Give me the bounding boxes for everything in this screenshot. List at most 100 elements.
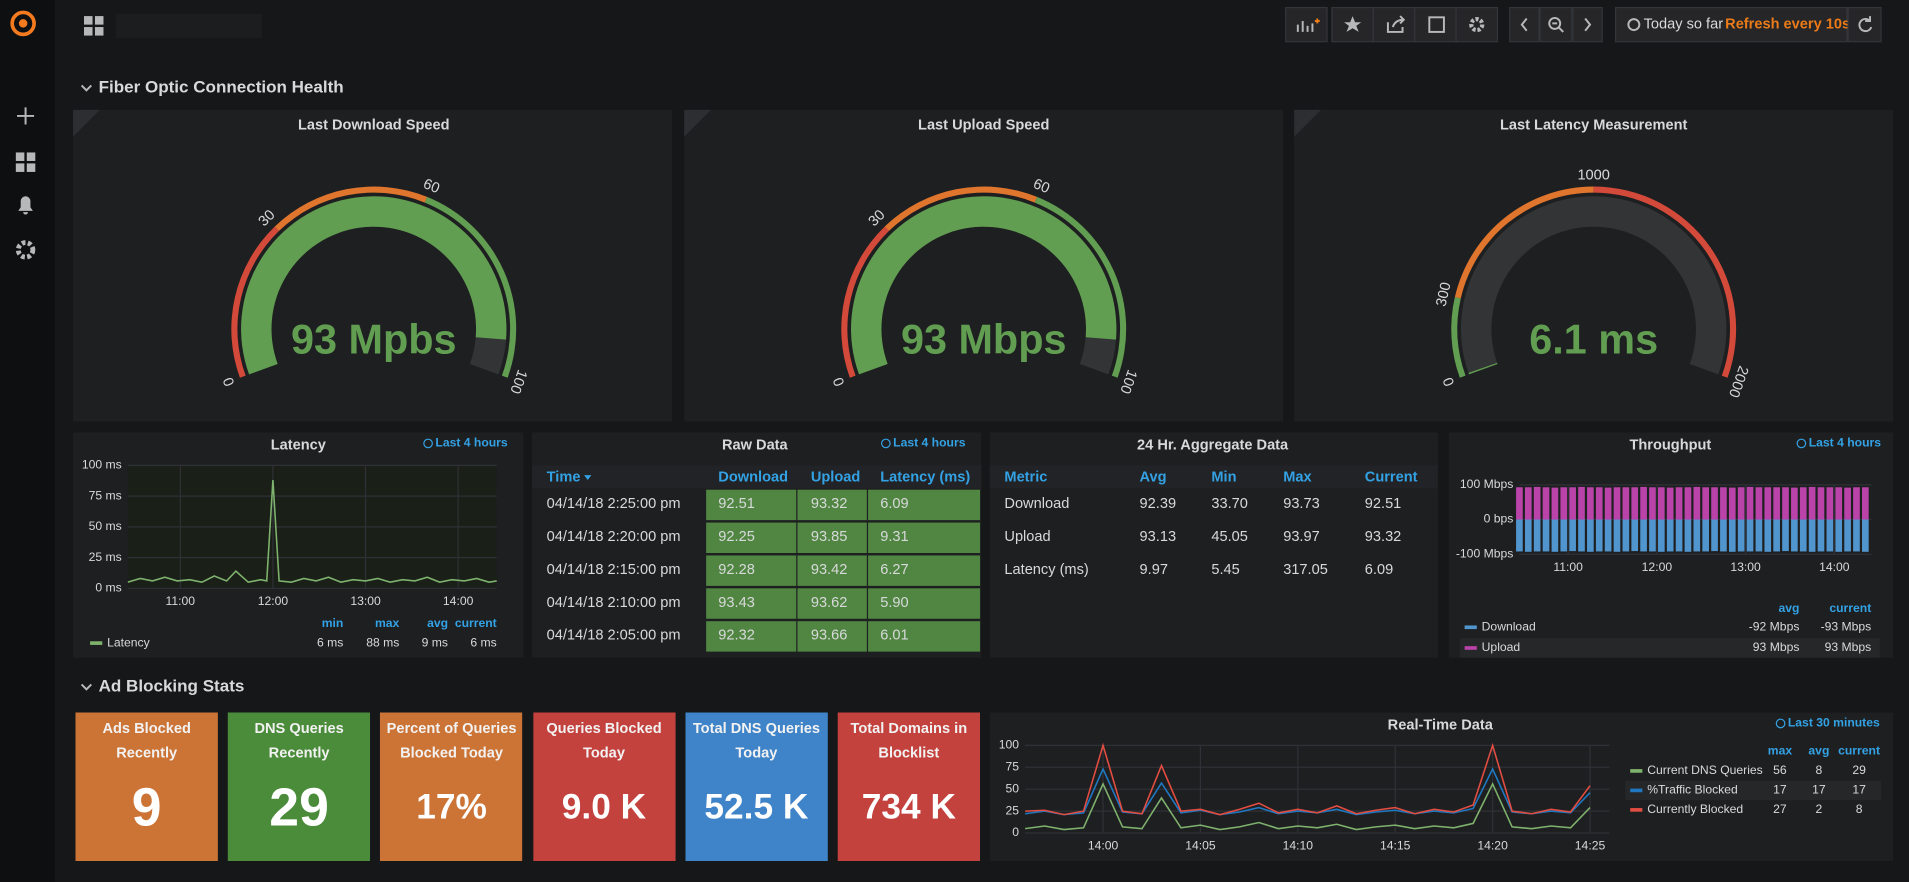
row-collapse-icon[interactable] — [80, 683, 92, 691]
column-header[interactable]: Max — [1283, 469, 1312, 485]
bar — [1835, 487, 1843, 520]
grid-icon[interactable] — [15, 163, 25, 172]
table-cell-text: 92.32 — [718, 628, 755, 644]
panel-title: Last Download Speed — [298, 118, 450, 134]
bar — [1799, 519, 1807, 552]
dashboard-title-box[interactable] — [115, 13, 262, 39]
zoom-out-button[interactable] — [1539, 6, 1573, 43]
settings-button[interactable] — [1455, 6, 1499, 43]
bar — [1516, 519, 1523, 552]
sidebar-alerts[interactable] — [18, 196, 33, 215]
series-line — [127, 480, 497, 584]
legend-swatch — [1630, 788, 1643, 793]
panel-info-corner[interactable] — [684, 109, 712, 137]
add-panel-icon — [1296, 20, 1314, 32]
gauge-track — [1079, 337, 1116, 375]
time-range-link[interactable]: Last 4 hours — [893, 436, 966, 450]
column-header[interactable]: Current — [1365, 469, 1418, 485]
table-cell-text: 92.51 — [1365, 496, 1402, 512]
time-range-link[interactable]: Last 4 hours — [1809, 436, 1882, 450]
time-forward-button[interactable] — [1572, 6, 1603, 43]
legend-value: 56 — [1773, 763, 1787, 777]
grid-icon[interactable] — [94, 27, 104, 36]
column-header[interactable]: Time — [547, 469, 581, 485]
bar — [1524, 519, 1532, 552]
bar — [1578, 486, 1585, 520]
y-tick-label: 100 — [999, 738, 1020, 752]
time-range-link[interactable]: Last 30 minutes — [1788, 716, 1880, 730]
legend-value: 17 — [1773, 783, 1787, 797]
gauge-track — [469, 337, 507, 375]
time-back-button[interactable] — [1509, 6, 1540, 43]
chevron-left-icon — [1520, 17, 1528, 32]
stat-title: Ads Blocked Recently — [102, 719, 191, 762]
dashboard-picker[interactable] — [84, 13, 262, 39]
panel-title: Throughput — [1629, 438, 1711, 454]
table-cell-text: Latency (ms) — [1004, 562, 1088, 578]
x-tick-label: 14:00 — [1088, 839, 1119, 853]
table-cell — [706, 489, 797, 521]
sidebar-add[interactable] — [17, 107, 35, 125]
refresh-interval[interactable]: Refresh every 10s — [1725, 16, 1850, 32]
panel-info-corner[interactable] — [73, 109, 100, 137]
column-header[interactable]: Download — [718, 469, 788, 485]
stat-value: 9.0 K — [561, 787, 647, 827]
panel-title: Latency — [271, 438, 327, 454]
panel — [684, 109, 1284, 422]
grid-icon[interactable] — [84, 27, 93, 36]
time-range-link[interactable]: Last 4 hours — [435, 436, 508, 450]
bar — [1613, 487, 1621, 520]
stat-value: 17% — [416, 787, 487, 827]
bar — [1791, 487, 1798, 520]
legend-value: 17 — [1812, 783, 1826, 797]
bar — [1826, 487, 1834, 520]
column-header[interactable]: Min — [1211, 469, 1236, 485]
table-cell-text: 92.51 — [718, 496, 755, 512]
refresh-button[interactable] — [1847, 6, 1882, 43]
grid-icon[interactable] — [26, 163, 36, 172]
legend-header: current — [1829, 601, 1871, 615]
bar — [1542, 519, 1550, 552]
legend-name: Download — [1482, 619, 1536, 633]
y-tick-label: 0 ms — [95, 581, 121, 595]
row-collapse-icon[interactable] — [80, 84, 92, 92]
bar — [1675, 487, 1683, 520]
logo-core[interactable] — [18, 19, 28, 28]
grafana-logo[interactable] — [10, 10, 36, 37]
column-header[interactable]: Avg — [1140, 469, 1167, 485]
table-cell-text: 9.31 — [880, 529, 908, 545]
grid-icon[interactable] — [15, 152, 25, 161]
logo-ring[interactable] — [10, 10, 36, 37]
plus-icon[interactable] — [17, 107, 35, 125]
column-header[interactable]: Upload — [811, 469, 860, 485]
bar — [1702, 487, 1710, 520]
bar — [1649, 519, 1656, 552]
column-header[interactable]: Metric — [1004, 469, 1047, 485]
sidebar-settings[interactable] — [15, 240, 36, 260]
stat-box: Ads Blocked Recently 9 — [75, 712, 218, 862]
save-button[interactable] — [1414, 6, 1457, 43]
table-cell-text: 04/14/18 2:20:00 pm — [547, 529, 681, 545]
grid-icon[interactable] — [26, 152, 36, 161]
bar — [1862, 487, 1869, 520]
row-title[interactable]: Fiber Optic Connection Health — [99, 77, 344, 96]
row-title[interactable]: Ad Blocking Stats — [99, 676, 245, 695]
bar — [1844, 519, 1851, 552]
bar — [1853, 487, 1860, 520]
sidebar-dashboards[interactable] — [15, 152, 36, 172]
panel-title: Real-Time Data — [1388, 718, 1494, 734]
grid-icon[interactable] — [84, 16, 93, 25]
add-panel-button[interactable] — [1285, 6, 1328, 43]
stat-panel: Total DNS Queries Today 52.5 K — [685, 712, 828, 862]
bar — [1764, 519, 1772, 552]
chevron-right-icon — [1584, 17, 1592, 32]
column-header[interactable]: Latency (ms) — [880, 469, 970, 485]
legend-header: current — [1838, 744, 1880, 758]
grid-icon[interactable] — [94, 16, 104, 25]
bar — [1737, 487, 1745, 520]
gauge-tick-label: 1000 — [1577, 167, 1609, 183]
legend-header: avg — [1808, 744, 1829, 758]
time-picker[interactable] — [1614, 6, 1848, 43]
time-range[interactable]: Today so far — [1644, 16, 1724, 32]
